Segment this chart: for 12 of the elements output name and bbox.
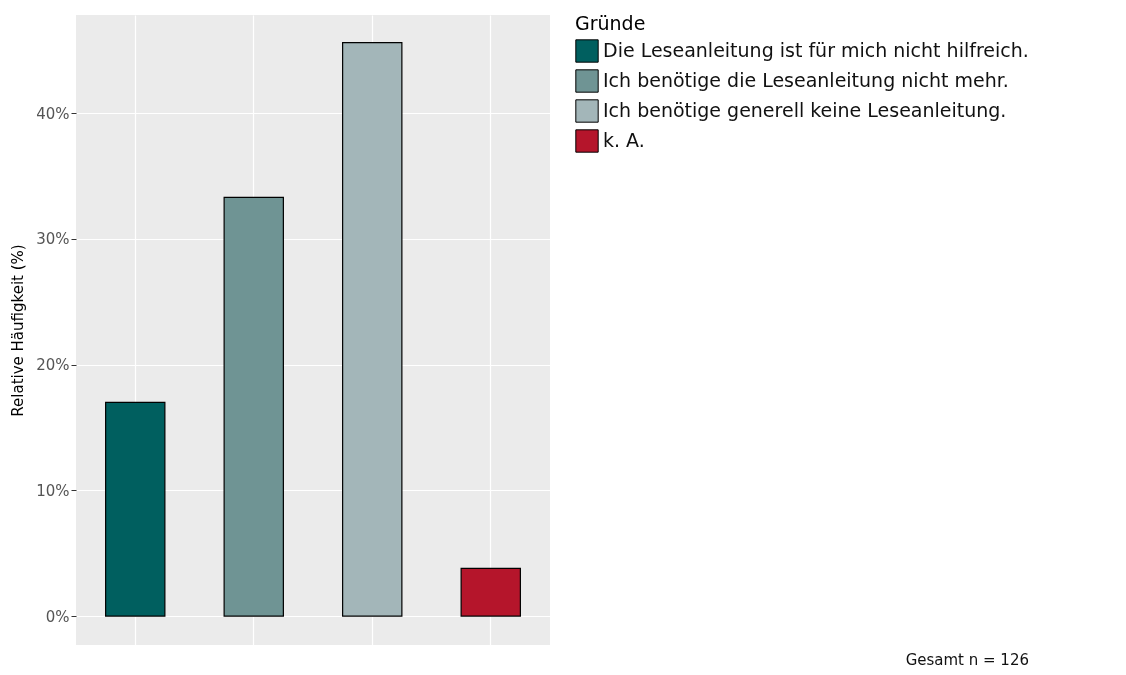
y-tick-label: 10% xyxy=(36,481,70,500)
text: Gesamt n = 126 xyxy=(905,651,1029,669)
y-axis-title: Relative Häufigkeit (%) xyxy=(9,244,28,417)
y-tick-label: 20% xyxy=(36,356,70,375)
legend-label: k. A. xyxy=(603,129,645,151)
legend-label: Ich benötige die Leseanleitung nicht mehr. xyxy=(603,69,1009,91)
legend-label: Ich benötige generell keine Leseanleitung. xyxy=(603,99,1007,121)
legend-label: Die Leseanleitung ist für mich nicht hilfreich. xyxy=(603,39,1029,61)
y-tick-label: 30% xyxy=(36,230,70,249)
y-tick-label: 0% xyxy=(45,607,70,626)
y-tick-label: 40% xyxy=(36,104,70,123)
legend-title: Gründe xyxy=(575,12,646,34)
